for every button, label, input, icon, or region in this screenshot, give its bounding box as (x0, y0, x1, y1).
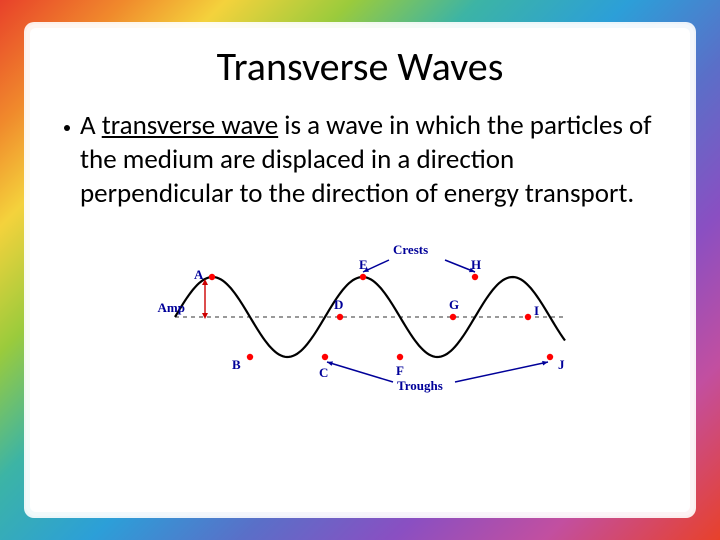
svg-text:J: J (558, 357, 565, 372)
content-frame: Transverse Waves A transverse wave is a … (30, 28, 690, 512)
bullet-item: A transverse wave is a wave in which the… (64, 109, 656, 210)
svg-text:A: A (194, 267, 204, 282)
svg-text:I: I (534, 303, 539, 318)
svg-text:D: D (334, 297, 343, 312)
bullet-term: transverse wave (102, 109, 278, 142)
bullet-dot-icon (64, 125, 70, 131)
slide-title: Transverse Waves (64, 42, 656, 91)
svg-text:B: B (232, 357, 241, 372)
bullet-text: A transverse wave is a wave in which the… (80, 109, 656, 210)
svg-text:F: F (396, 363, 404, 378)
svg-text:Crests: Crests (393, 242, 428, 257)
bullet-pre: A (80, 109, 102, 142)
svg-text:G: G (449, 297, 459, 312)
wave-svg: Amp Crests Troughs A B C D E F G H I J (145, 232, 575, 402)
svg-text:Amp: Amp (158, 300, 185, 315)
svg-text:H: H (471, 257, 481, 272)
svg-text:C: C (319, 365, 328, 380)
svg-text:Troughs: Troughs (397, 378, 443, 393)
svg-text:E: E (359, 257, 368, 272)
wave-diagram: Amp Crests Troughs A B C D E F G H I J (64, 232, 656, 402)
slide-root: Transverse Waves A transverse wave is a … (0, 0, 720, 540)
